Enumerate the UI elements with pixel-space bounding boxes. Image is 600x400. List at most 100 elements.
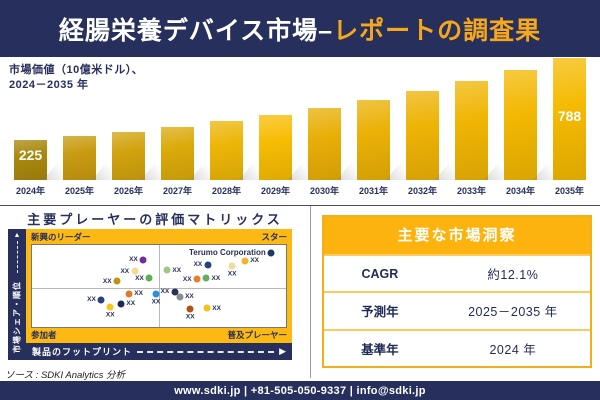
report-title-bar: 経腸栄養デバイス市場– レポートの調査果 (0, 0, 600, 57)
bar-group: 788 2035年 (532, 57, 594, 197)
matrix-point: XX (135, 274, 153, 282)
bar-group: 2032年 (385, 57, 447, 197)
bar-year-label: 2028年 (211, 186, 242, 196)
matrix-point: XX (152, 290, 160, 305)
matrix-point-label: XX (135, 274, 144, 282)
bar (140, 127, 195, 180)
bar (189, 121, 244, 180)
bar-year-label: 2027年 (162, 186, 193, 196)
quadrant-label-stars: スター (261, 232, 287, 242)
bar-year-label: 2025年 (64, 186, 95, 196)
bar-year-label: 2026年 (113, 186, 144, 196)
horizontal-divider (0, 205, 600, 206)
bar: 788 (532, 58, 587, 180)
bar-year-label: 2029年 (260, 186, 291, 196)
matrix-point: XX (241, 257, 259, 265)
insight-row: 基準年 2024 年 (324, 328, 590, 366)
bar-year-label: 2030年 (309, 186, 340, 196)
bar-group: 2028年 (189, 57, 251, 197)
bar-year-label: 2033年 (456, 186, 487, 196)
report-title-primary: 経腸栄養デバイス市場– (58, 16, 334, 45)
matrix-title: 主要プレーヤーの評価マトリックス (27, 212, 283, 227)
bar-year-label: 2035年 (554, 186, 585, 196)
quadrant-label-participants: 参加者 (31, 330, 57, 340)
matrix-point: XX (194, 261, 212, 269)
bar-group: 2031年 (336, 57, 398, 197)
matrix-point: XX (202, 274, 220, 282)
bar (434, 81, 489, 180)
matrix-point-label: XX (120, 267, 130, 275)
matrix-point-label: XX (172, 266, 182, 274)
insight-row: CAGR 約12.1% (324, 254, 590, 291)
insight-row-label: 基準年 (361, 342, 399, 357)
chart-caption-line2: 2024－2035 年 (9, 79, 89, 92)
matrix-point-label: XX (212, 304, 221, 312)
insight-row: 予測年 2025－2035 年 (324, 291, 590, 328)
insight-row-label: CAGR (361, 266, 399, 281)
report-title-accent: レポートの調査果 (333, 16, 542, 45)
bar-group: 2033年 (434, 57, 496, 197)
matrix-point: XX (176, 293, 194, 301)
matrix-point: XX (186, 305, 195, 321)
matrix-y-axis: ▲ 市場シェア・順位 (8, 229, 26, 360)
matrix-point: XX (163, 266, 181, 274)
bar (287, 108, 342, 180)
matrix-point: XX (117, 300, 135, 308)
matrix-plot: XX XX XX XX XX Terumo Corporation XX XX XX XX XX XX… (31, 244, 287, 328)
dashed-line-vertical (17, 241, 18, 273)
chart-axis-caption: 市場価値（10億米ドル）、 2024－2035 年 (9, 63, 143, 94)
matrix-point: XX (120, 267, 139, 275)
bar-year-label: 2034年 (505, 186, 536, 196)
matrix-point-label: XX (182, 275, 192, 283)
bar (483, 70, 538, 180)
matrix-point-label: XX (129, 256, 138, 264)
matrix-point-label: XX (250, 257, 260, 265)
matrix-point-label: XX (102, 277, 112, 285)
bar-group: 2034年 (483, 57, 545, 197)
bar-group: 2029年 (238, 57, 300, 197)
bar-year-label: 2032年 (407, 186, 438, 196)
insight-row-value: 2025－2035 年 (468, 305, 558, 320)
bar-group: 2025年 (42, 57, 104, 197)
matrix-point-label: XX (126, 300, 136, 308)
matrix-point-label: Terumo Corporation (189, 248, 266, 258)
quadrant-divider-vertical (159, 245, 160, 327)
matrix-point: XX (129, 256, 147, 264)
quadrant-divider-horizontal (32, 287, 286, 289)
matrix-point: XX (125, 290, 143, 298)
matrix-point: XX (161, 288, 179, 296)
bar (238, 115, 293, 180)
bar-group: 225 2024年 (6, 57, 55, 197)
matrix-x-axis: 製品のフットプリント ▶ (26, 343, 292, 360)
bar (385, 91, 440, 180)
footer-contact-bar: www.sdki.jp | +81-505-050-9337 | info@sd… (0, 381, 600, 400)
matrix-point-label: XX (134, 290, 143, 298)
bar: 225 (13, 140, 48, 180)
quadrant-label-pervasive-players: 普及プレーヤー (227, 330, 287, 340)
matrix-point-label: XX (160, 288, 170, 296)
matrix-point-label: XX (151, 298, 161, 306)
matrix-quadrant-frame: 新興のリーダー スター XX XX XX XX XX Terumo Corporation… (26, 229, 292, 343)
bar-value-label: 225 (18, 147, 43, 163)
bar-year-label: 2024年 (15, 186, 46, 196)
matrix-y-axis-label: 市場シェア・順位 (12, 281, 22, 353)
matrix-point-label: XX (185, 293, 194, 301)
matrix-point-label: XX (211, 274, 221, 282)
matrix-point-label: XX (105, 311, 115, 318)
bar (91, 132, 146, 180)
arrow-up-icon: ▲ (13, 232, 21, 239)
bar-chart-bars: 225 2024年 2025年 2026年 2027年 2028年 2029年 2030年 20… (6, 57, 594, 197)
matrix-x-axis-label: 製品のフットプリント (32, 347, 133, 357)
matrix-point: XX (183, 275, 201, 283)
key-market-insights-panel: 主要な市場洞察 CAGR 約12.1% 予測年 2025－2035 年基準年 2024 … (322, 215, 592, 368)
matrix-point: XX (203, 304, 221, 312)
matrix-point-named: Terumo Corporation (189, 248, 275, 257)
matrix-point-label: XX (185, 313, 195, 321)
player-evaluation-matrix: ▲ 市場シェア・順位 新興のリーダー スター XX XX XX XX XX Terumo … (8, 229, 292, 360)
matrix-point: XX (103, 277, 121, 285)
arrow-right-icon: ▶ (279, 346, 286, 356)
matrix-point: XX (228, 262, 236, 277)
bar-value-label: 788 (557, 108, 582, 124)
matrix-point-label: XX (193, 261, 203, 269)
bar-group: 2026年 (91, 57, 153, 197)
